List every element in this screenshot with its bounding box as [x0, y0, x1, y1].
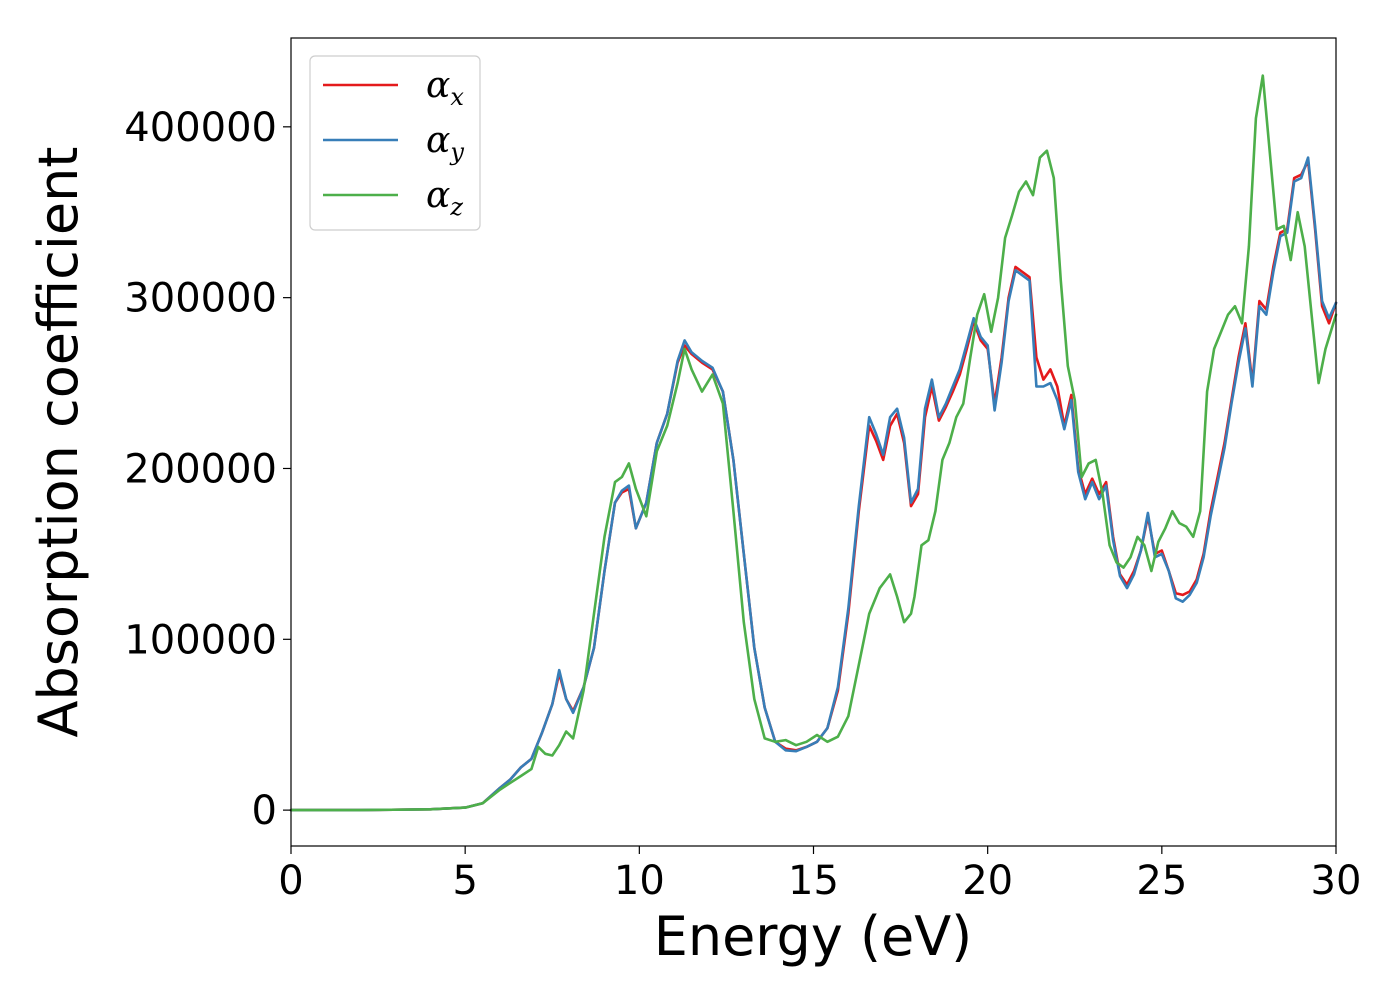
series-layer [289, 74, 1338, 812]
legend-box [309, 55, 481, 231]
x-axis-ticks: 0 5 10 15 20 25 30 [278, 846, 1361, 904]
x-tick-label: 10 [614, 858, 665, 904]
x-tick-label: 15 [788, 858, 839, 904]
series-line-z [289, 74, 1338, 812]
x-tick-label: 20 [962, 858, 1013, 904]
x-tick-label: 5 [452, 858, 477, 904]
y-tick-label: 0 [252, 788, 277, 834]
x-tick-label: 0 [278, 858, 303, 904]
x-tick-label: 25 [1136, 858, 1187, 904]
y-tick-label: 400000 [124, 105, 277, 151]
y-axis-label: Absorption coefficient [27, 147, 90, 738]
series-line-y [289, 156, 1338, 812]
x-axis-label: Energy (eV) [654, 905, 973, 968]
y-tick-label: 300000 [124, 276, 277, 322]
y-tick-label: 100000 [124, 617, 277, 663]
y-tick-label: 200000 [124, 446, 277, 492]
x-tick-label: 30 [1311, 858, 1362, 904]
y-axis-ticks: 0 100000 200000 300000 400000 [124, 105, 291, 834]
